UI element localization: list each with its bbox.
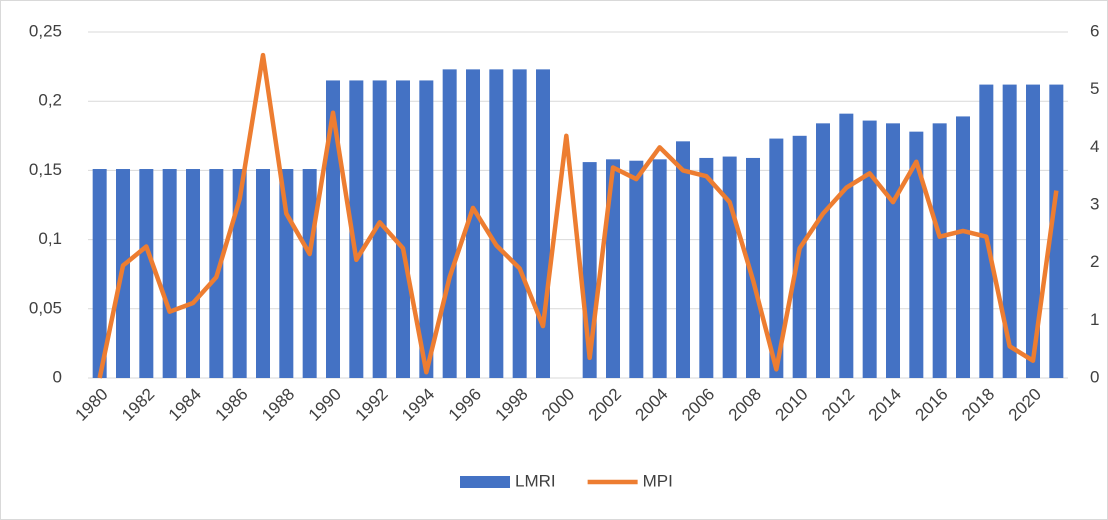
bar: [932, 123, 947, 379]
legend-swatch: [460, 476, 510, 488]
bar: [396, 80, 410, 378]
y2-tick-label: 1: [1090, 310, 1099, 329]
bar: [512, 69, 527, 379]
bar: [92, 169, 107, 378]
y-tick-label: 0,2: [38, 91, 62, 110]
bar: [769, 138, 784, 378]
line: [97, 52, 1059, 379]
bar: [349, 80, 364, 378]
bar: [722, 156, 737, 378]
y2-tick-label: 5: [1090, 79, 1099, 98]
bar: [909, 131, 924, 378]
bar: [372, 80, 387, 378]
y-tick-label: 0,25: [29, 21, 62, 40]
bar: [816, 123, 830, 379]
bar: [1049, 84, 1064, 378]
bar: [629, 160, 644, 378]
bar: [186, 169, 200, 378]
bar: [652, 159, 667, 378]
bar: [886, 123, 900, 379]
bar: [466, 69, 480, 379]
bar: [256, 169, 270, 378]
bar: [699, 157, 714, 378]
legend-label: MPI: [643, 471, 673, 490]
y2-tick-label: 2: [1090, 252, 1099, 271]
bar: [232, 169, 247, 378]
bar: [419, 80, 434, 378]
y2-tick-label: 3: [1090, 194, 1099, 213]
y-tick-label: 0,05: [29, 298, 62, 317]
bar: [489, 69, 504, 379]
y2-tick-label: 4: [1090, 137, 1099, 156]
y-tick-label: 0: [53, 367, 62, 386]
bar: [1002, 84, 1017, 378]
bar: [139, 169, 154, 378]
bar: [862, 120, 877, 379]
y2-tick-label: 0: [1090, 367, 1099, 386]
bar: [979, 84, 994, 378]
bar: [839, 113, 854, 378]
y2-tick-label: 6: [1090, 21, 1099, 40]
bar: [536, 69, 550, 379]
bar: [676, 141, 690, 378]
y-tick-label: 0,1: [38, 229, 62, 248]
bar: [302, 169, 317, 378]
bar: [746, 157, 760, 378]
bar: [956, 116, 970, 378]
bar: [442, 69, 457, 379]
bar: [1026, 84, 1040, 378]
bar: [162, 169, 177, 378]
legend-label: LMRI: [515, 471, 556, 490]
bar: [326, 80, 340, 378]
y-tick-label: 0,15: [29, 160, 62, 179]
